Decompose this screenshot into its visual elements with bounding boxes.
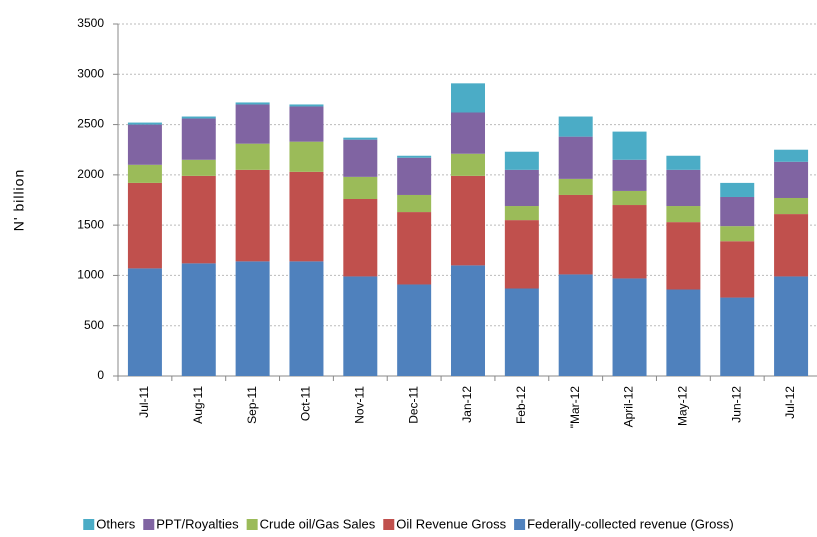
bar-segment	[127, 268, 162, 376]
bar-segment	[504, 288, 539, 376]
bar-segment	[558, 274, 593, 376]
bar-segment	[451, 153, 485, 176]
y-tick-label: 3500	[77, 16, 104, 30]
bar-segment	[666, 169, 701, 207]
bar-segment	[774, 214, 809, 277]
bar-segment	[343, 198, 378, 277]
y-tick-label: 500	[84, 318, 104, 332]
bar-segment	[612, 190, 647, 206]
legend-label: PPT/Royalties	[156, 516, 239, 531]
bar-segment	[235, 261, 270, 376]
bar-segment	[235, 143, 270, 170]
legend-swatch	[383, 519, 395, 530]
y-tick-label: 2500	[77, 117, 104, 131]
bar-segment	[397, 212, 432, 285]
bar-segment	[666, 206, 701, 223]
bar-segment	[343, 276, 378, 376]
bar-segment	[558, 178, 593, 195]
bar-segment	[558, 136, 593, 179]
bar-segment	[235, 104, 270, 144]
bar-segment	[343, 137, 378, 140]
bar-segment	[612, 205, 647, 279]
bar-segment	[774, 276, 809, 376]
bar-segment	[235, 102, 270, 105]
bar-segment	[181, 263, 216, 376]
y-tick-label: 1500	[77, 217, 104, 231]
x-tick-label: Aug-11	[191, 386, 205, 424]
x-tick-label: Nov-11	[352, 386, 366, 424]
bar-segment	[504, 169, 539, 207]
bar-segment	[720, 196, 755, 227]
legend-label: Oil Revenue Gross	[396, 516, 506, 531]
bar-segment	[289, 141, 324, 172]
bar-segment	[127, 182, 162, 269]
x-tick-label: May-12	[676, 386, 690, 426]
bar-segment	[397, 284, 432, 376]
bar-segment	[774, 161, 809, 198]
bar-segment	[720, 226, 755, 242]
bar-segment	[343, 176, 378, 199]
x-tick-label: Feb-12	[514, 386, 528, 424]
x-tick-label: Jul-12	[783, 386, 797, 419]
bar-segment	[289, 104, 324, 107]
bar-segment	[612, 278, 647, 376]
y-tick-label: 1000	[77, 268, 104, 282]
legend-swatch	[514, 519, 526, 530]
x-tick-label: Jan-12	[460, 386, 474, 423]
x-tick-label: Sep-11	[245, 386, 259, 424]
y-tick-label: 2000	[77, 167, 104, 181]
bar-segment	[289, 106, 324, 142]
bar-segment	[235, 169, 270, 262]
bar-segment	[397, 194, 432, 213]
bar-segment	[558, 194, 593, 275]
bar-segment	[451, 175, 485, 266]
bar-segment	[720, 182, 755, 197]
legend-label: Federally-collected revenue (Gross)	[527, 516, 734, 531]
bar-segment	[720, 297, 755, 376]
x-tick-label: April-12	[622, 386, 636, 428]
bar-segment	[612, 159, 647, 191]
x-tick-label: Oct-11	[299, 386, 313, 421]
bar-segment	[774, 197, 809, 215]
bar-segment	[181, 159, 216, 176]
legend-label: Others	[96, 516, 136, 531]
bar-segment	[666, 155, 701, 170]
bar-segment	[127, 122, 162, 125]
bar-segment	[451, 83, 485, 113]
bar-segment	[504, 220, 539, 289]
bar-segment	[451, 265, 485, 376]
bar-segment	[774, 149, 809, 162]
y-tick-label: 3000	[77, 66, 104, 80]
legend-swatch	[83, 519, 95, 530]
bar-segment	[289, 261, 324, 376]
bar-segment	[181, 118, 216, 160]
bar-segment	[397, 157, 432, 195]
y-axis-label: N' billion	[11, 169, 27, 231]
bar-segment	[558, 116, 593, 137]
bar-segment	[504, 206, 539, 221]
bar-segment	[181, 116, 216, 119]
bar-segment	[397, 155, 432, 158]
legend-swatch	[246, 519, 258, 530]
x-tick-label: Dec-11	[406, 386, 420, 424]
bar-segment	[343, 139, 378, 177]
legend-label: Crude oil/Gas Sales	[260, 516, 376, 531]
bar-segment	[127, 164, 162, 183]
bar-segment	[666, 289, 701, 376]
bar-segment	[720, 241, 755, 298]
bar-segment	[612, 131, 647, 160]
legend-swatch	[143, 519, 155, 530]
x-tick-label: Jul-11	[137, 386, 151, 418]
bar-segment	[289, 171, 324, 262]
y-tick-label: 0	[97, 368, 104, 382]
bar-segment	[451, 112, 485, 154]
bar-segment	[127, 124, 162, 165]
x-tick-label: Jun-12	[729, 386, 743, 423]
bar-segment	[666, 222, 701, 290]
x-tick-label: "Mar-12	[568, 386, 582, 429]
bar-segment	[181, 175, 216, 264]
bar-segment	[504, 151, 539, 170]
